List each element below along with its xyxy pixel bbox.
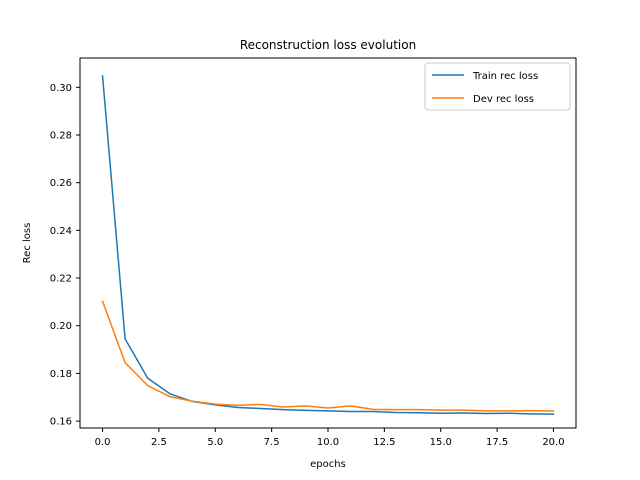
legend-label-train: Train rec loss [472, 71, 538, 82]
series-lines [101, 75, 555, 415]
x-tick-label: 12.5 [373, 437, 395, 448]
y-tick-label: 0.22 [50, 274, 72, 285]
legend: Train rec loss Dev rec loss [424, 62, 571, 111]
y-axis-ticks: 0.16 0.18 0.20 0.22 0.24 0.26 0.28 0.30 [50, 83, 80, 428]
y-tick-label: 0.26 [50, 178, 72, 189]
x-tick-label: 15.0 [430, 437, 452, 448]
x-tick-label: 17.5 [486, 437, 508, 448]
x-tick-label: 5.0 [207, 437, 223, 448]
x-axis-label: epochs [310, 459, 346, 470]
series-line-1 [101, 300, 555, 412]
y-tick-label: 0.20 [50, 321, 72, 332]
x-tick-label: 10.0 [317, 437, 339, 448]
chart-title: Reconstruction loss evolution [240, 38, 416, 52]
x-tick-label: 2.5 [151, 437, 167, 448]
y-tick-label: 0.24 [50, 226, 72, 237]
y-tick-label: 0.30 [50, 83, 72, 94]
x-tick-label: 0.0 [95, 437, 111, 448]
y-axis-label: Rec loss [22, 223, 33, 264]
y-tick-label: 0.18 [50, 369, 72, 380]
x-tick-label: 7.5 [264, 437, 280, 448]
series-line-0 [101, 75, 555, 415]
x-tick-label: 20.0 [542, 437, 564, 448]
y-tick-label: 0.16 [50, 417, 72, 428]
y-tick-label: 0.28 [50, 131, 72, 142]
legend-label-dev: Dev rec loss [473, 94, 534, 105]
x-axis-ticks: 0.0 2.5 5.0 7.5 10.0 12.5 15.0 17.5 20.0 [95, 428, 565, 448]
